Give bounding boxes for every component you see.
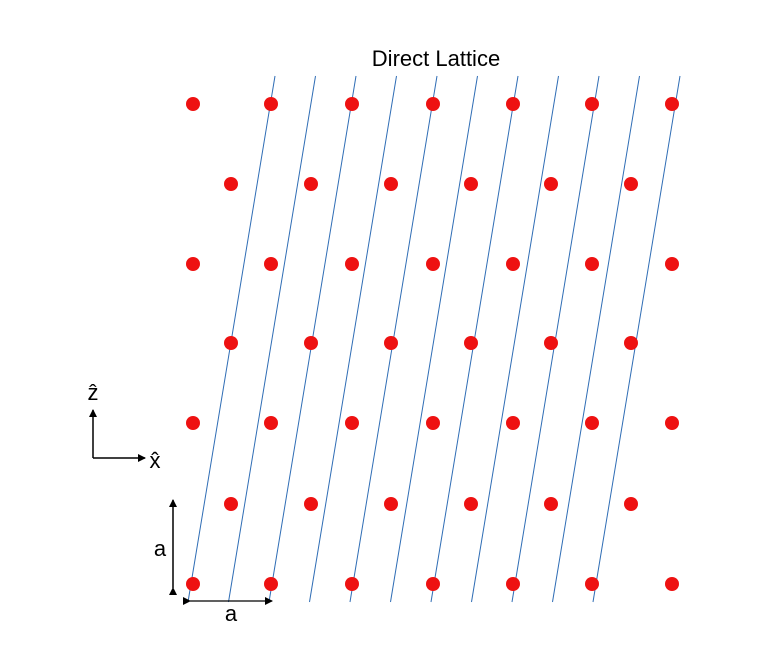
lattice-point bbox=[224, 177, 238, 191]
lattice-point bbox=[624, 497, 638, 511]
lattice-point bbox=[345, 257, 359, 271]
lattice-point bbox=[585, 416, 599, 430]
lattice-point bbox=[264, 257, 278, 271]
lattice-point bbox=[186, 416, 200, 430]
lattice-point bbox=[464, 177, 478, 191]
lattice-point bbox=[304, 177, 318, 191]
lattice-point bbox=[585, 97, 599, 111]
lattice-point bbox=[665, 257, 679, 271]
lattice-point bbox=[426, 97, 440, 111]
lattice-point bbox=[186, 257, 200, 271]
lattice-point bbox=[544, 177, 558, 191]
lattice-point bbox=[665, 416, 679, 430]
plane-line bbox=[228, 75, 316, 603]
lattice-point bbox=[426, 257, 440, 271]
lattice-point bbox=[585, 257, 599, 271]
lattice-point bbox=[506, 97, 520, 111]
lattice-point bbox=[384, 177, 398, 191]
lattice-point bbox=[506, 257, 520, 271]
lattice-point bbox=[464, 497, 478, 511]
lattice-point bbox=[506, 577, 520, 591]
lattice-point bbox=[186, 97, 200, 111]
lattice-point bbox=[506, 416, 520, 430]
plane-line bbox=[552, 75, 640, 603]
lattice-point bbox=[426, 577, 440, 591]
lattice-point bbox=[224, 497, 238, 511]
lattice-point bbox=[384, 497, 398, 511]
lattice-point bbox=[264, 97, 278, 111]
lattice-point bbox=[464, 336, 478, 350]
lattice-point bbox=[345, 97, 359, 111]
lattice-point bbox=[345, 577, 359, 591]
vertical-dimension-label: a bbox=[154, 536, 167, 561]
lattice-point bbox=[665, 97, 679, 111]
lattice-point bbox=[345, 416, 359, 430]
lattice-point bbox=[544, 497, 558, 511]
lattice-point bbox=[544, 336, 558, 350]
lattice-point bbox=[665, 577, 679, 591]
title: Direct Lattice bbox=[372, 46, 500, 71]
x-axis-label: x̂ bbox=[150, 448, 161, 473]
lattice-point bbox=[264, 577, 278, 591]
lattice-point bbox=[304, 336, 318, 350]
lattice-point bbox=[426, 416, 440, 430]
plane-line bbox=[471, 75, 559, 603]
horizontal-dimension-label: a bbox=[225, 601, 238, 626]
lattice-point bbox=[264, 416, 278, 430]
lattice-point bbox=[304, 497, 318, 511]
lattice-points bbox=[186, 97, 679, 591]
lattice-point bbox=[585, 577, 599, 591]
plane-line bbox=[309, 75, 397, 603]
lattice-point bbox=[624, 177, 638, 191]
lattice-point bbox=[224, 336, 238, 350]
lattice-point bbox=[384, 336, 398, 350]
plane-line bbox=[390, 75, 478, 603]
lattice-point bbox=[186, 577, 200, 591]
lattice-point bbox=[624, 336, 638, 350]
z-axis-label: ẑ bbox=[88, 380, 99, 405]
